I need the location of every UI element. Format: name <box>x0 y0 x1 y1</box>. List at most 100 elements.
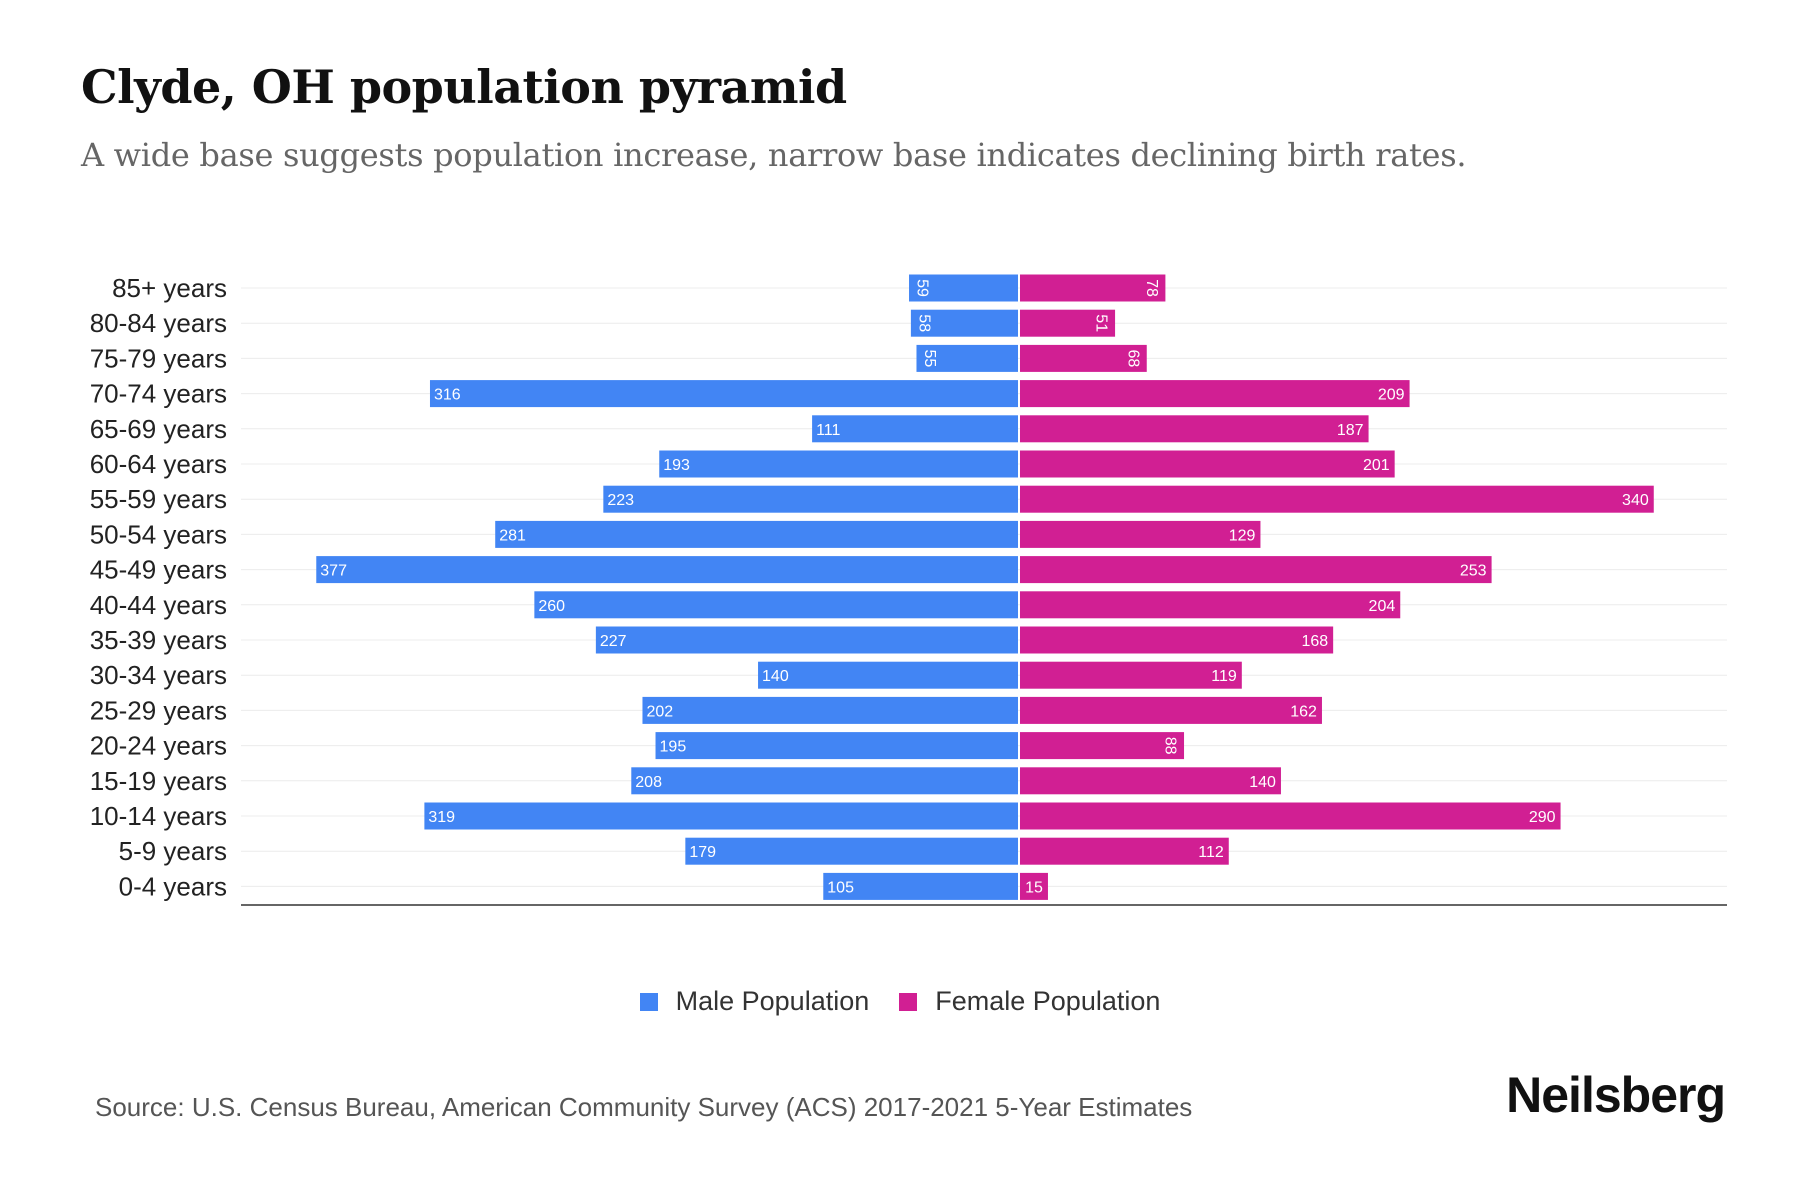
female-value-label: 204 <box>1369 598 1396 615</box>
female-value-label: 112 <box>1198 844 1224 861</box>
female-bar <box>1020 767 1281 795</box>
female-bar <box>1020 344 1147 372</box>
male-value-label: 195 <box>660 739 687 756</box>
y-tick-label: 15-19 years <box>90 766 227 796</box>
female-bar <box>1020 520 1261 548</box>
male-value-label: 59 <box>914 279 931 297</box>
y-tick-label: 65-69 years <box>90 414 227 444</box>
female-value-label: 209 <box>1378 387 1405 404</box>
female-bar <box>1020 837 1229 865</box>
male-bar <box>758 661 1018 689</box>
y-tick-label: 20-24 years <box>90 731 227 761</box>
y-tick-label: 35-39 years <box>90 625 227 655</box>
y-tick-label: 5-9 years <box>119 836 227 866</box>
female-bar <box>1020 274 1166 302</box>
y-tick-label: 80-84 years <box>90 308 227 338</box>
legend-item-female[interactable]: Female Population <box>899 986 1160 1017</box>
legend-swatch-female <box>899 992 918 1011</box>
male-value-label: 55 <box>921 350 938 368</box>
male-bar <box>534 591 1018 619</box>
female-bar <box>1020 872 1048 900</box>
male-value-label: 316 <box>434 387 461 404</box>
female-bar <box>1020 556 1492 584</box>
female-bar <box>1020 802 1561 830</box>
female-bar <box>1020 415 1369 443</box>
legend: Male Population Female Population <box>0 986 1800 1017</box>
male-bar <box>595 626 1018 654</box>
male-value-label: 223 <box>607 492 634 509</box>
y-tick-label: 60-64 years <box>90 449 227 479</box>
male-bar <box>812 415 1018 443</box>
legend-label-male: Male Population <box>675 986 870 1016</box>
male-bar <box>823 872 1018 900</box>
neilsberg-logo: Neilsberg <box>1506 1067 1726 1123</box>
female-value-label: 78 <box>1143 279 1160 297</box>
female-bar <box>1020 626 1334 654</box>
female-value-label: 253 <box>1460 563 1487 580</box>
male-value-label: 140 <box>762 668 789 685</box>
y-tick-label: 75-79 years <box>90 343 227 373</box>
female-value-label: 129 <box>1229 527 1256 544</box>
y-tick-label: 45-49 years <box>90 555 227 585</box>
chart-subtitle: A wide base suggests population increase… <box>81 136 1467 174</box>
male-value-label: 105 <box>827 879 854 896</box>
legend-label-female: Female Population <box>935 986 1161 1016</box>
male-bar <box>909 274 1018 302</box>
male-value-label: 208 <box>635 774 662 791</box>
female-value-label: 201 <box>1363 457 1390 474</box>
y-tick-label: 25-29 years <box>90 695 227 725</box>
y-tick-label: 55-59 years <box>90 484 227 514</box>
female-bar <box>1020 661 1242 689</box>
male-bar <box>642 696 1018 724</box>
population-pyramid-chart: 85+ years 59 78 80-84 years 58 51 75-79 years 5… <box>90 273 1727 906</box>
male-bar <box>910 309 1018 337</box>
female-bar <box>1020 732 1185 760</box>
female-value-label: 187 <box>1337 422 1364 439</box>
female-value-label: 88 <box>1162 737 1179 755</box>
female-value-label: 162 <box>1290 703 1317 720</box>
male-value-label: 227 <box>600 633 627 650</box>
male-value-label: 260 <box>538 598 565 615</box>
male-value-label: 179 <box>689 844 716 861</box>
male-bar <box>685 837 1018 865</box>
source-note: Source: U.S. Census Bureau, American Com… <box>95 1092 1193 1122</box>
male-value-label: 377 <box>320 563 347 580</box>
male-bar <box>424 802 1018 830</box>
male-bar <box>429 380 1018 408</box>
female-bar <box>1020 485 1654 513</box>
chart-title: Clyde, OH population pyramid <box>81 60 847 114</box>
y-tick-label: 40-44 years <box>90 590 227 620</box>
y-tick-label: 30-34 years <box>90 660 227 690</box>
male-value-label: 319 <box>428 809 455 826</box>
y-tick-label: 50-54 years <box>90 519 227 549</box>
female-bar <box>1020 309 1116 337</box>
male-value-label: 58 <box>915 314 932 332</box>
female-bar <box>1020 696 1322 724</box>
y-tick-label: 85+ years <box>112 273 227 303</box>
male-bar <box>916 344 1018 372</box>
female-value-label: 290 <box>1529 809 1556 826</box>
female-bar <box>1020 450 1395 478</box>
y-tick-label: 70-74 years <box>90 379 227 409</box>
male-bar <box>316 556 1019 584</box>
male-bar <box>603 485 1018 513</box>
female-bar <box>1020 380 1410 408</box>
y-tick-label: 10-14 years <box>90 801 227 831</box>
female-value-label: 168 <box>1301 633 1328 650</box>
female-value-label: 119 <box>1211 668 1237 685</box>
female-value-label: 340 <box>1622 492 1649 509</box>
female-value-label: 51 <box>1093 314 1110 332</box>
male-value-label: 111 <box>816 422 840 439</box>
legend-item-male[interactable]: Male Population <box>639 986 870 1017</box>
female-bar <box>1020 591 1401 619</box>
male-bar <box>495 520 1018 548</box>
y-tick-label: 0-4 years <box>119 871 227 901</box>
female-value-label: 68 <box>1124 350 1141 368</box>
female-value-label: 140 <box>1249 774 1276 791</box>
male-value-label: 193 <box>663 457 690 474</box>
male-bar <box>655 732 1018 760</box>
female-value-label: 15 <box>1025 879 1043 896</box>
male-bar <box>659 450 1018 478</box>
legend-swatch-male <box>639 992 658 1011</box>
male-value-label: 281 <box>499 527 526 544</box>
